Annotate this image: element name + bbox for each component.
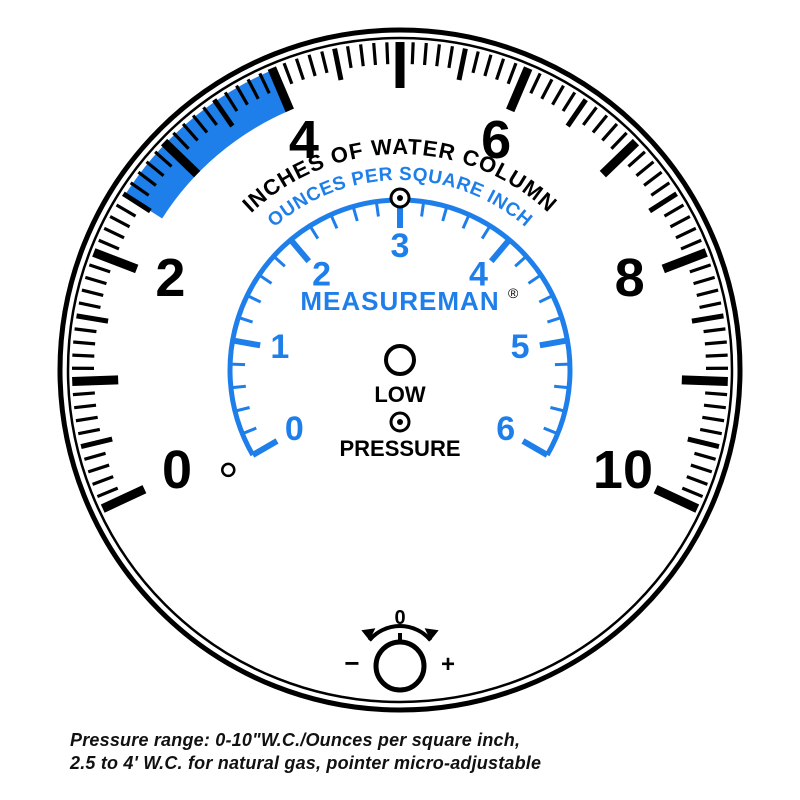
- outer-label-8: 8: [615, 248, 645, 308]
- adjuster-minus: −: [344, 648, 359, 678]
- outer-label-10: 10: [593, 440, 653, 500]
- adjuster-plus: +: [441, 651, 455, 678]
- gauge-diagram: 0246810INCHES OF WATER COLUMN0123456OUNC…: [0, 0, 800, 800]
- adjuster-dial: [376, 642, 424, 690]
- outer-label-0: 0: [162, 440, 192, 500]
- brand-text: MEASUREMAN: [300, 286, 499, 316]
- outer-label-2: 2: [155, 248, 185, 308]
- adjuster-zero: 0: [394, 607, 405, 629]
- hub-icon: [386, 346, 414, 374]
- gauge-svg: 0246810INCHES OF WATER COLUMN0123456OUNC…: [0, 0, 800, 800]
- registered-icon: ®: [508, 285, 519, 301]
- inner-label-0: 0: [285, 410, 304, 448]
- inner-label-5: 5: [511, 328, 530, 366]
- low-label: LOW: [374, 382, 426, 407]
- inner-label-3: 3: [391, 227, 410, 265]
- pressure-label: PRESSURE: [339, 436, 460, 461]
- caption-line-1: Pressure range: 0-10"W.C./Ounces per squ…: [70, 729, 541, 752]
- caption-line-2: 2.5 to 4' W.C. for natural gas, pointer …: [70, 752, 541, 775]
- inner-label-6: 6: [496, 410, 515, 448]
- caption: Pressure range: 0-10"W.C./Ounces per squ…: [70, 729, 541, 774]
- inner-label-1: 1: [270, 328, 289, 366]
